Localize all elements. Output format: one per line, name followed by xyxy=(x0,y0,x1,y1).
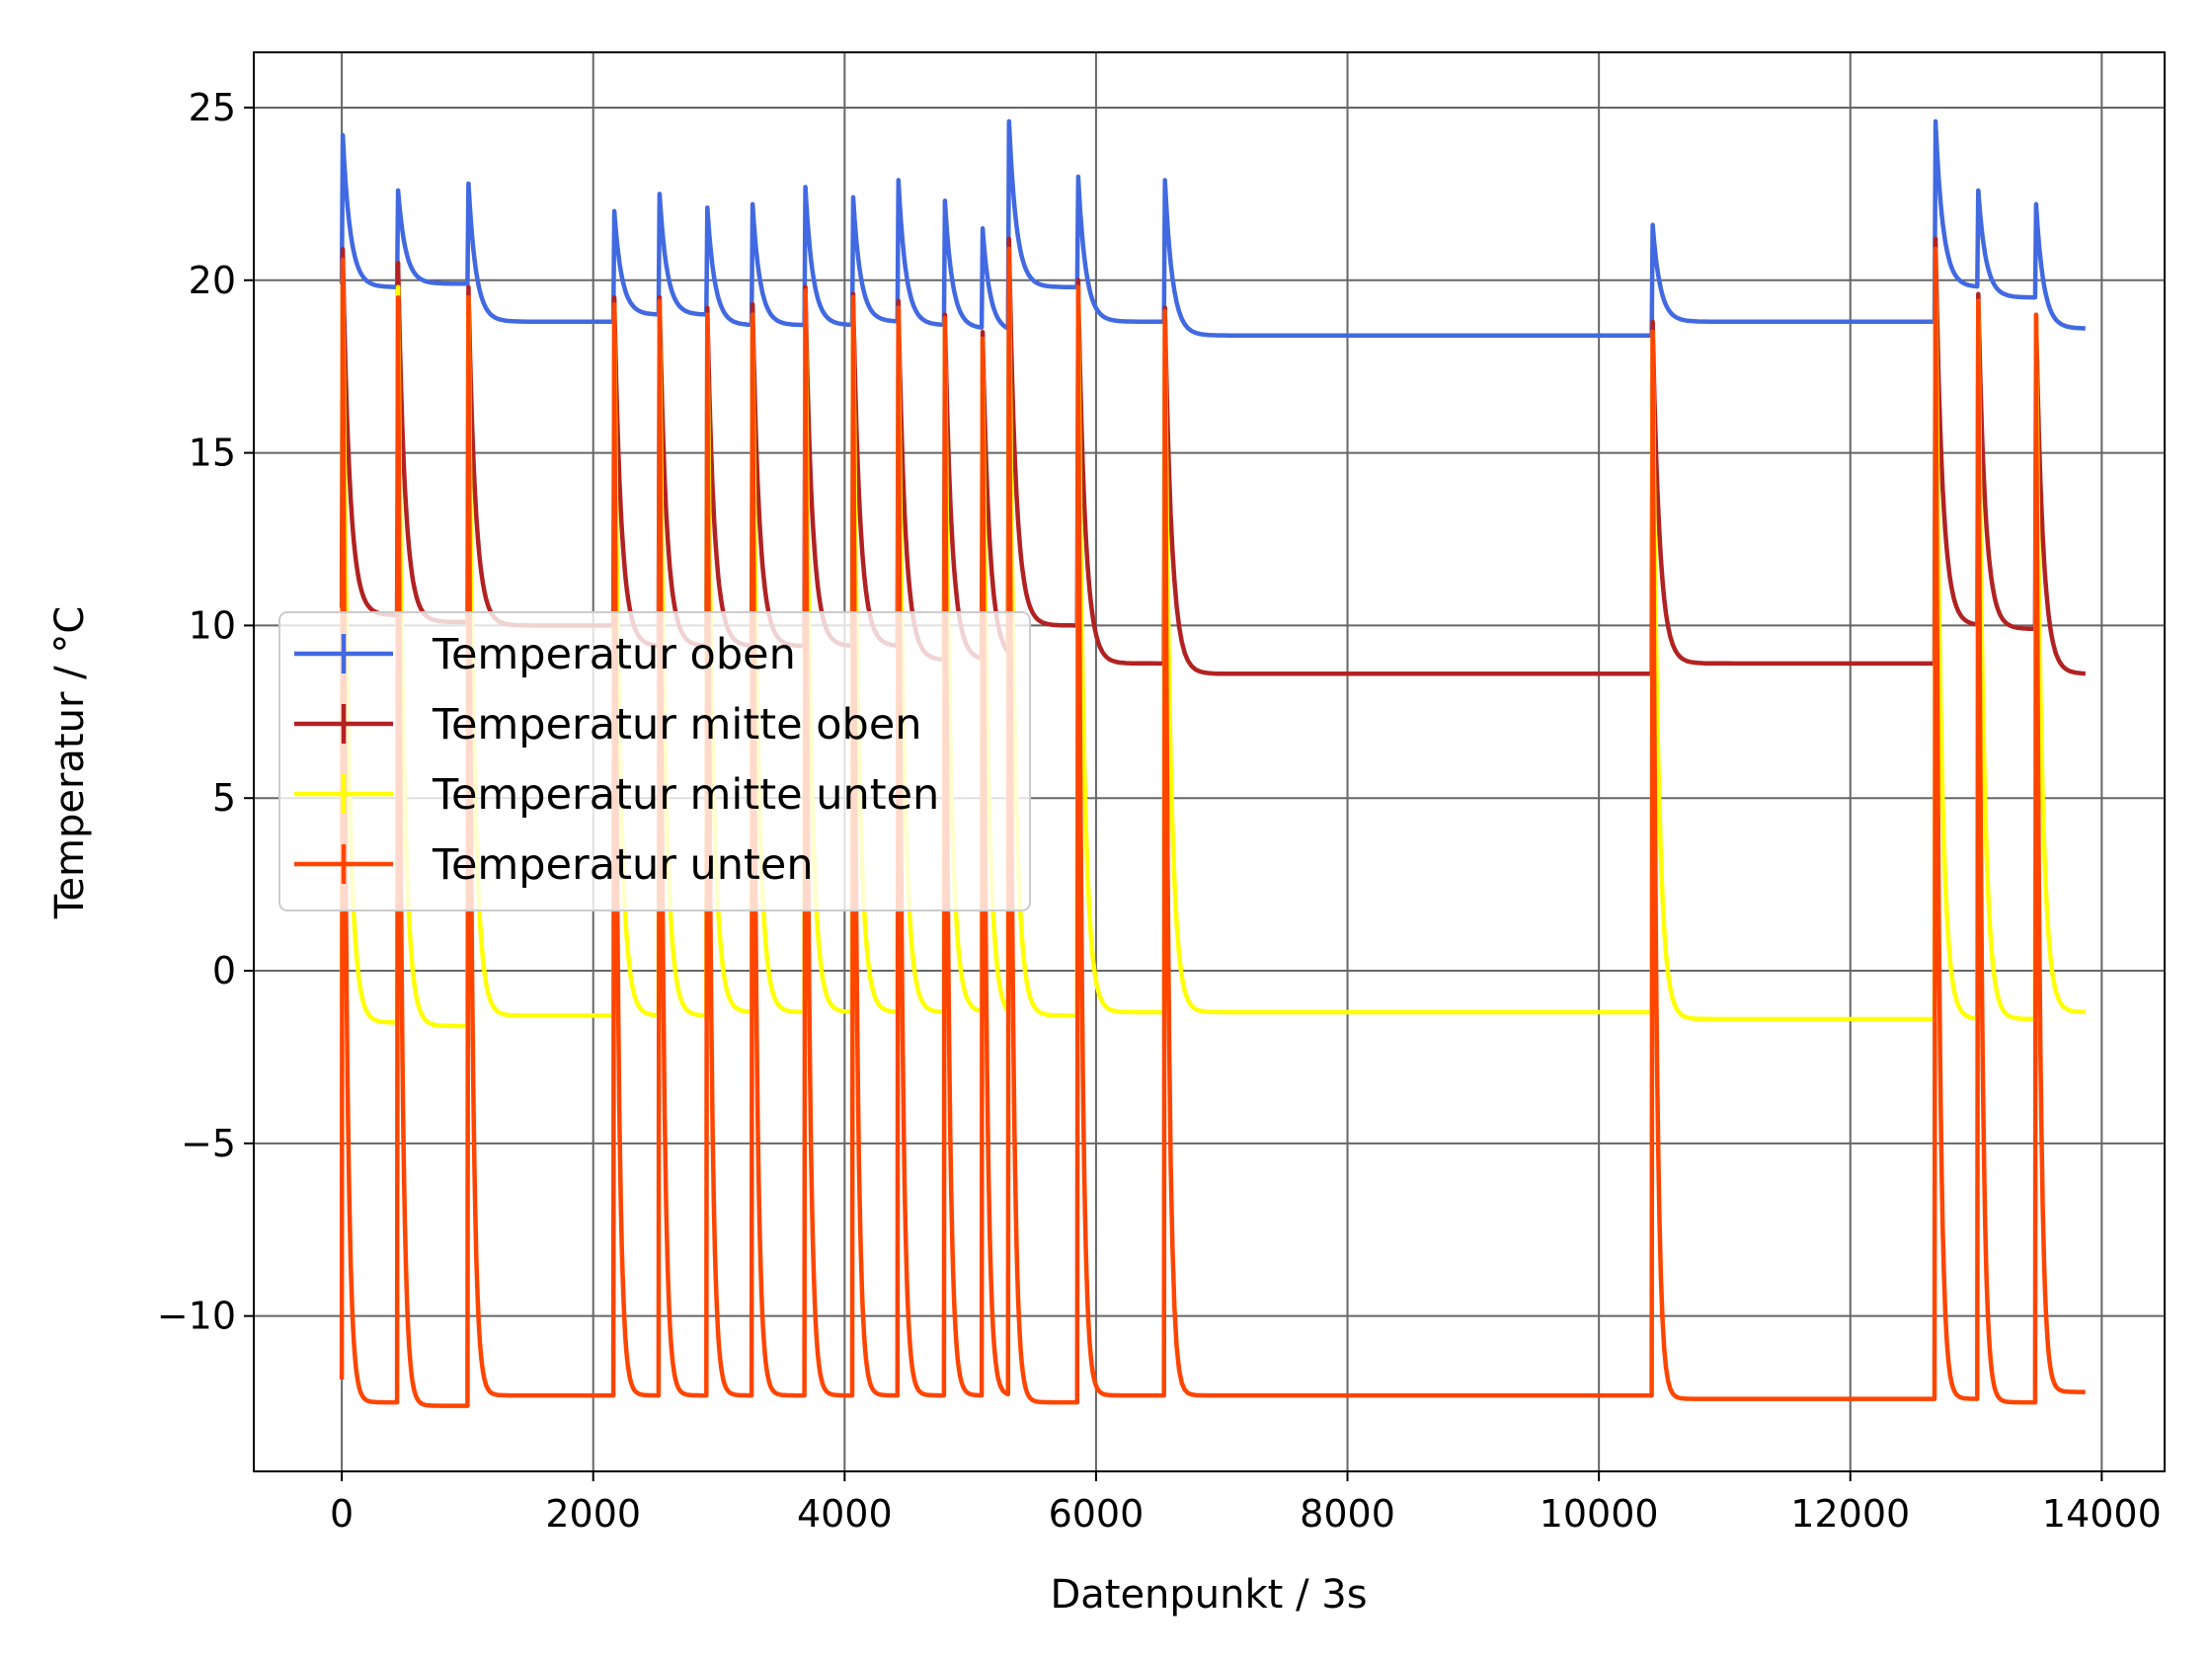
y-tick-label: 25 xyxy=(189,86,236,129)
x-tick-label: 8000 xyxy=(1300,1492,1395,1536)
x-tick-label: 14000 xyxy=(2042,1492,2162,1536)
x-axis-label: Datenpunkt / 3s xyxy=(1050,1572,1367,1618)
axis-ticks: 0 2000 4000 6000 8000 10000 12000 14000 −10 −5 0 5 1… xyxy=(157,86,2162,1536)
plot-frame xyxy=(253,51,2166,1472)
y-tick-label: 5 xyxy=(212,776,236,820)
y-axis-label: Temperatur / °C xyxy=(47,606,93,919)
x-tick-label: 2000 xyxy=(545,1492,641,1536)
legend-label: Temperatur unten xyxy=(432,840,814,890)
legend-label: Temperatur oben xyxy=(432,630,796,679)
legend-box xyxy=(278,611,1031,911)
x-tick-label: 6000 xyxy=(1049,1492,1145,1536)
legend-label: Temperatur mitte oben xyxy=(432,700,922,750)
y-tick-label: 10 xyxy=(189,603,236,647)
y-tick-label: 20 xyxy=(189,259,236,302)
y-tick-label: −10 xyxy=(157,1295,236,1338)
x-tick-label: 12000 xyxy=(1790,1492,1910,1536)
x-tick-label: 10000 xyxy=(1540,1492,1659,1536)
y-tick-label: 15 xyxy=(189,432,236,475)
x-tick-label: 0 xyxy=(330,1492,354,1536)
legend: Temperatur oben Temperatur mitte oben Temp… xyxy=(278,611,1031,911)
x-tick-label: 4000 xyxy=(797,1492,893,1536)
series-line-4 xyxy=(339,247,2087,1408)
y-tick-label: −5 xyxy=(181,1122,236,1165)
series-line-1 xyxy=(339,118,2087,338)
grid xyxy=(254,52,2165,1471)
y-tick-label: 0 xyxy=(212,949,236,992)
legend-label: Temperatur mitte unten xyxy=(432,770,939,820)
